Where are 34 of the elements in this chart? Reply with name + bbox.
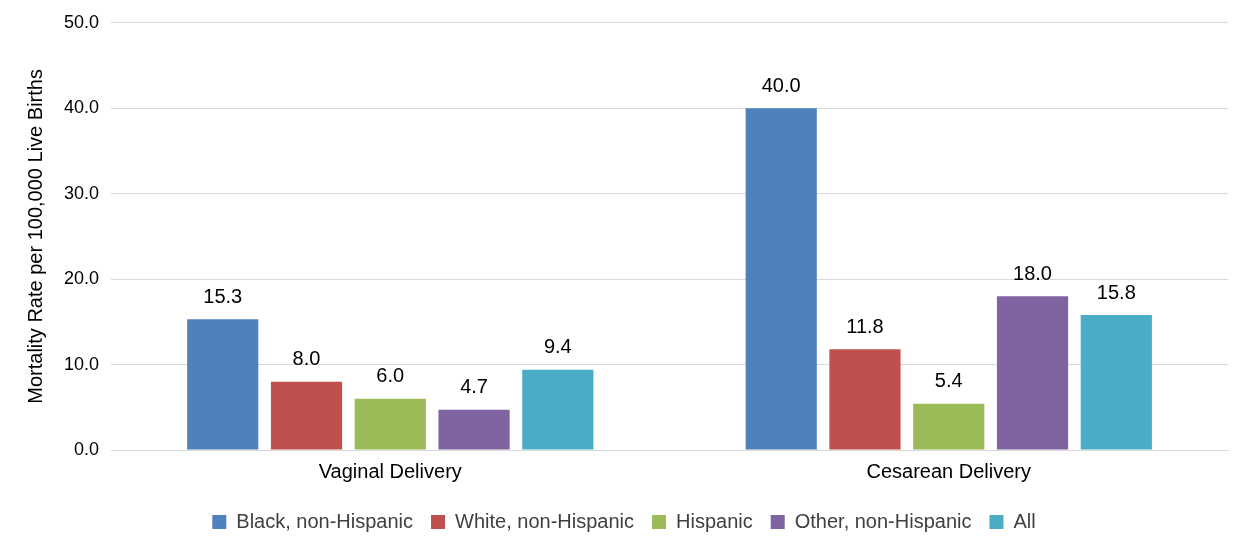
data-label: 6.0 <box>376 364 405 387</box>
y-tick-label: 0.0 <box>74 438 100 459</box>
data-label: 5.4 <box>934 369 963 392</box>
y-tick-label: 40.0 <box>63 97 100 118</box>
legend-label: All <box>1013 509 1036 532</box>
bar <box>270 381 343 450</box>
y-tick-label: 30.0 <box>63 182 100 203</box>
bar <box>438 409 510 450</box>
y-tick-label: 20.0 <box>63 268 100 289</box>
legend-label: Black, non-Hispanic <box>236 509 414 532</box>
x-tick-label: Vaginal Delivery <box>318 459 462 482</box>
legend-label: Other, non-Hispanic <box>794 509 972 532</box>
bar <box>829 349 901 450</box>
bar <box>187 319 259 450</box>
bar <box>913 403 985 450</box>
data-label: 8.0 <box>292 347 321 370</box>
bar <box>354 398 426 450</box>
y-tick-label: 10.0 <box>63 353 100 374</box>
bar <box>1080 315 1152 450</box>
data-label: 11.8 <box>846 314 884 337</box>
data-label: 15.3 <box>203 284 243 307</box>
data-label: 18.0 <box>1013 261 1052 284</box>
bar <box>745 108 817 450</box>
bar <box>522 369 594 450</box>
data-label: 15.8 <box>1096 280 1136 303</box>
y-tick-label: 50.0 <box>63 11 100 32</box>
data-label: 4.7 <box>460 375 488 398</box>
y-axis-title: Mortality Rate per 100,000 Live Births <box>23 69 46 404</box>
legend-label: White, non-Hispanic <box>455 509 635 532</box>
data-label: 9.4 <box>543 335 572 358</box>
legend-label: Hispanic <box>676 509 753 532</box>
data-label: 40.0 <box>761 73 801 96</box>
x-tick-label: Cesarean Delivery <box>866 459 1032 482</box>
bar <box>996 296 1069 450</box>
